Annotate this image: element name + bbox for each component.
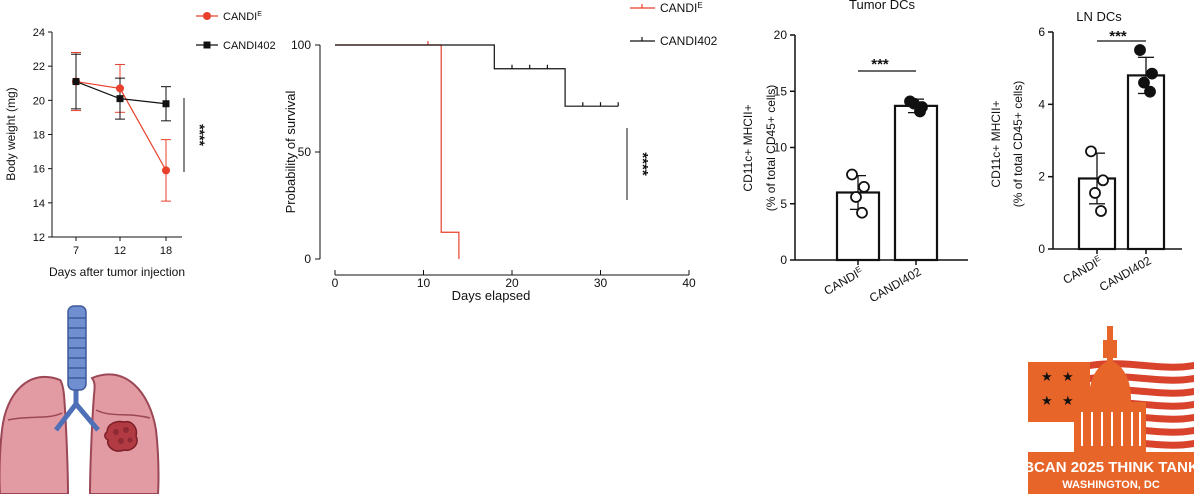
p1-legend-marker-candi402 xyxy=(203,41,211,49)
p3-data-point xyxy=(908,97,920,110)
p3-y-tick-label: 20 xyxy=(774,28,788,42)
p2-legend-candi402: CANDI402 xyxy=(660,34,718,48)
p3-data-point xyxy=(858,180,870,193)
p1-legend-candie-sup: E xyxy=(257,11,262,18)
p2-x-tick-label: 20 xyxy=(505,276,519,290)
p4-x-tick-label: CANDI402 xyxy=(1097,253,1154,294)
p1-significance: **** xyxy=(192,124,208,146)
p2-x-tick-label: 40 xyxy=(682,276,696,290)
bcan-think-tank-logo: ★ ★ ★ ★ BCAN 2025 THINK TANK WASHINGTON,… xyxy=(1023,326,1199,494)
p4-data-point xyxy=(1089,187,1101,199)
p1-y-tick-label: 14 xyxy=(33,198,45,210)
p1-y-tick-label: 22 xyxy=(33,61,45,73)
p4-y-tick-label: 2 xyxy=(1038,170,1045,184)
badge-title: BCAN 2025 THINK TANK xyxy=(1023,459,1199,476)
p3-y-axis-label: CD11c+ MHCII+ xyxy=(741,104,755,191)
p1-point-candi402 xyxy=(162,100,170,108)
p1-legend-candie: CANDI xyxy=(223,11,257,23)
p4-significance: *** xyxy=(1109,28,1127,45)
p1-x-axis-label: Days after tumor injection xyxy=(49,265,185,279)
svg-text:★: ★ xyxy=(1041,393,1053,408)
p1-point-candie xyxy=(116,84,124,93)
svg-text:CANDIE: CANDIE xyxy=(660,1,703,15)
p4-data-point xyxy=(1144,85,1156,98)
p3-data-point xyxy=(914,105,926,118)
badge-flag-stripe xyxy=(1090,360,1194,371)
p3-bar xyxy=(893,104,939,262)
p4-data-point xyxy=(1095,205,1107,217)
p3-title: Tumor DCs xyxy=(849,0,915,12)
p2-legend-candie: CANDI xyxy=(660,1,697,15)
p1-x-tick-label: 18 xyxy=(160,245,172,257)
p3-y-tick-label: 10 xyxy=(774,141,788,155)
p1-y-tick-label: 16 xyxy=(33,164,45,176)
tumor-dcs-chart: 0 5 10 15 20 CANDIE CANDI402 Tumor DCs CD11c+ … xyxy=(741,0,968,305)
p2-x-axis-label: Days elapsed xyxy=(452,288,531,303)
p1-series-line xyxy=(75,80,167,171)
p2-y-tick-label: 50 xyxy=(298,145,312,159)
p1-y-tick-label: 18 xyxy=(33,130,45,142)
p2-y-tick-label: 100 xyxy=(291,38,311,52)
p4-data-point xyxy=(1138,76,1150,89)
p2-legend: CANDIE CANDI402 xyxy=(630,1,718,48)
badge-subtitle: WASHINGTON, DC xyxy=(1062,479,1160,491)
p2-survival-curve xyxy=(335,44,460,259)
p1-y-tick-label: 24 xyxy=(33,27,45,39)
p4-y-tick-label: 6 xyxy=(1038,25,1045,39)
svg-text:★: ★ xyxy=(1062,369,1074,384)
p4-title: LN DCs xyxy=(1076,9,1122,24)
p4-y-tick-label: 0 xyxy=(1038,242,1045,256)
p4-data-point xyxy=(1146,67,1158,80)
p4-data-point xyxy=(1097,174,1109,187)
p2-significance: **** xyxy=(634,152,651,176)
p1-y-tick-label: 20 xyxy=(33,95,45,107)
p3-data-point xyxy=(856,206,868,219)
p2-y-axis-label: Probability of survival xyxy=(283,90,298,213)
p2-survival-curve xyxy=(335,44,619,107)
p3-y-tick-label: 5 xyxy=(780,197,787,211)
p2-x-tick-label: 30 xyxy=(594,276,608,290)
svg-text:★: ★ xyxy=(1041,369,1053,384)
p3-data-point xyxy=(846,168,858,181)
p1-y-tick-label: 12 xyxy=(33,232,45,244)
p4-bar xyxy=(1126,74,1166,251)
p3-data-point xyxy=(850,191,862,203)
p4-y-axis-label: CD11c+ MHCII+ xyxy=(989,100,1003,187)
p4-y-tick-label: 4 xyxy=(1038,97,1045,111)
p4-data-point xyxy=(1085,145,1097,158)
p1-point-candi402 xyxy=(72,78,80,86)
p3-y-axis-label-2: (% of total CD45+ cells) xyxy=(764,85,778,211)
p1-point-candie xyxy=(162,166,170,175)
p1-legend: CANDIE CANDI402 xyxy=(196,11,276,52)
p2-legend-candie-sup: E xyxy=(697,1,702,10)
p1-y-axis-label: Body weight (mg) xyxy=(4,87,18,180)
p1-x-tick-label: 12 xyxy=(114,245,126,257)
lungs-with-tumor-icon xyxy=(0,305,160,494)
svg-text:CANDIE: CANDIE xyxy=(223,11,262,23)
p4-y-axis-label-2: (% of total CD45+ cells) xyxy=(1011,81,1025,207)
body-weight-chart: 12 14 16 18 20 22 24 7 12 18 Body weight (mg) Day… xyxy=(4,11,276,279)
p3-y-tick-label: 0 xyxy=(780,253,787,267)
p3-y-tick-label: 15 xyxy=(774,84,788,98)
p1-legend-candi402: CANDI402 xyxy=(223,40,276,52)
p1-x-tick-label: 7 xyxy=(73,245,79,257)
p2-y-tick-label: 0 xyxy=(304,252,311,266)
p2-x-tick-label: 10 xyxy=(417,276,431,290)
p1-legend-marker-candie xyxy=(203,12,211,20)
p2-x-tick-label: 0 xyxy=(332,276,339,290)
p4-data-point xyxy=(1134,44,1146,56)
svg-text:★: ★ xyxy=(1062,393,1074,408)
p3-x-tick-label: CANDI402 xyxy=(867,264,924,305)
p3-x-tick-label: CANDIE xyxy=(822,264,866,297)
p3-significance: *** xyxy=(871,56,889,73)
p1-point-candi402 xyxy=(116,95,124,103)
